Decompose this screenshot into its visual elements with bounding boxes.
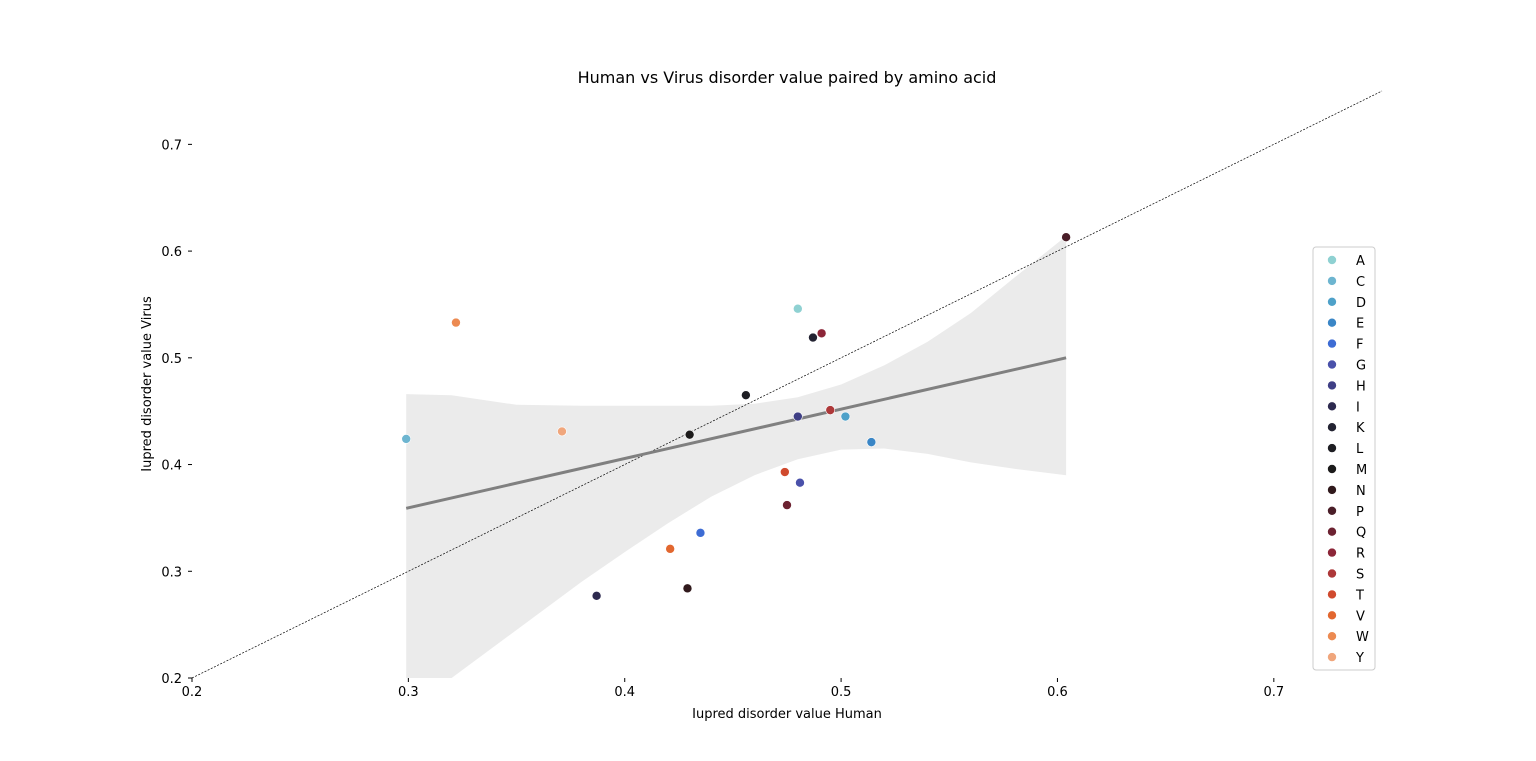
legend-marker-P: [1327, 505, 1337, 516]
data-point-G: [795, 477, 805, 488]
legend-label-S: S: [1356, 568, 1364, 583]
data-point-F: [695, 528, 706, 538]
legend-marker-V: [1327, 610, 1337, 621]
data-point-K: [808, 332, 818, 343]
data-point-M: [684, 429, 695, 440]
x-axis-label: Iupred disorder value Human: [692, 707, 882, 722]
x-tick-label: 0.4: [614, 685, 635, 700]
legend-label-G: G: [1356, 359, 1366, 374]
legend-marker-G: [1327, 359, 1337, 370]
legend-label-E: E: [1356, 317, 1364, 332]
regression-line: [405, 356, 1067, 510]
legend-label-C: C: [1356, 275, 1365, 290]
legend-marker-S: [1327, 568, 1337, 579]
data-point-Y: [557, 426, 567, 437]
data-point-R: [816, 328, 827, 339]
legend-label-Y: Y: [1355, 651, 1364, 666]
legend-marker-I: [1327, 401, 1337, 412]
data-point-P: [1061, 232, 1071, 243]
legend-marker-W: [1327, 631, 1337, 642]
legend-label-K: K: [1356, 421, 1365, 436]
data-point-A: [793, 303, 803, 314]
regression-line-layer: [405, 356, 1067, 510]
legend-label-F: F: [1356, 338, 1363, 353]
data-point-N: [682, 583, 693, 594]
legend-marker-F: [1327, 338, 1337, 349]
x-tick-label: 0.6: [1047, 685, 1068, 700]
legend-label-M: M: [1356, 463, 1367, 478]
data-point-L: [741, 390, 751, 400]
data-point-Q: [782, 500, 792, 510]
y-tick-label: 0.2: [161, 672, 182, 687]
legend-marker-M: [1327, 464, 1337, 474]
legend-marker-N: [1327, 485, 1337, 495]
confidence-band-layer: [406, 236, 1067, 678]
legend-marker-T: [1327, 589, 1337, 600]
legend-label-N: N: [1356, 484, 1366, 499]
legend-label-R: R: [1356, 547, 1365, 562]
data-point-V: [665, 544, 675, 554]
chart-title: Human vs Virus disorder value paired by …: [578, 68, 997, 87]
legend-label-D: D: [1356, 296, 1366, 311]
x-tick-label: 0.5: [831, 685, 852, 700]
y-tick-label: 0.6: [161, 245, 182, 260]
legend-label-L: L: [1356, 442, 1364, 457]
legend-marker-R: [1327, 547, 1337, 558]
points-layer: [401, 232, 1071, 601]
legend-marker-D: [1327, 296, 1337, 307]
data-point-C: [401, 434, 412, 444]
identity-line-layer: [191, 90, 1383, 679]
legend-marker-H: [1327, 380, 1337, 391]
legend-label-I: I: [1356, 400, 1360, 415]
data-point-H: [793, 411, 803, 422]
legend-label-P: P: [1356, 505, 1364, 520]
confidence-band: [406, 236, 1067, 678]
legend-marker-K: [1327, 422, 1337, 433]
legend-label-V: V: [1356, 609, 1365, 624]
data-point-W: [451, 317, 461, 328]
legend-marker-E: [1327, 317, 1337, 328]
axes-layer: 0.2 0.3 0.4 0.5 0.6 0.7 0.2 0.3 0.4 0.5 0.6 0.7: [161, 138, 1284, 700]
legend-marker-A: [1327, 255, 1337, 265]
legend-marker-C: [1327, 276, 1337, 286]
legend-marker-L: [1327, 443, 1337, 453]
legend-label-A: A: [1356, 254, 1365, 269]
legend-marker-Y: [1327, 652, 1337, 662]
data-point-D: [840, 411, 851, 422]
identity-line: [191, 90, 1383, 679]
data-point-I: [591, 591, 602, 601]
legend-frame: [1312, 246, 1376, 671]
data-point-E: [866, 437, 877, 447]
y-tick-label: 0.3: [161, 565, 182, 580]
x-tick-label: 0.2: [182, 685, 203, 700]
legend-marker-Q: [1327, 526, 1337, 537]
y-axis-label: Iupred disorder value Virus: [140, 296, 155, 472]
legend-label-Q: Q: [1356, 526, 1366, 541]
x-tick-label: 0.7: [1263, 685, 1284, 700]
y-tick-label: 0.4: [161, 459, 182, 474]
data-point-T: [780, 467, 790, 477]
legend-label-T: T: [1355, 588, 1364, 603]
data-point-S: [825, 405, 836, 415]
legend-label-W: W: [1356, 630, 1369, 645]
legend-label-H: H: [1356, 379, 1366, 394]
y-tick-label: 0.7: [161, 138, 182, 153]
x-tick-label: 0.3: [398, 685, 419, 700]
y-tick-label: 0.5: [161, 352, 182, 367]
